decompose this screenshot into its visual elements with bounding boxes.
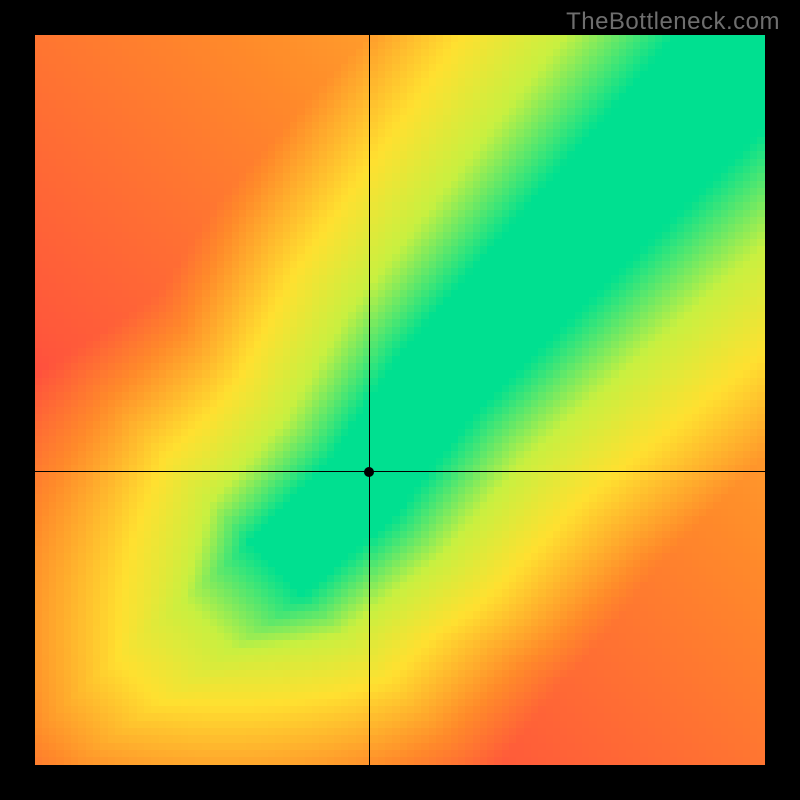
crosshair-vertical xyxy=(369,35,370,765)
data-point-marker xyxy=(364,467,374,477)
chart-container: TheBottleneck.com xyxy=(0,0,800,800)
crosshair-horizontal xyxy=(35,471,765,472)
heatmap-canvas xyxy=(35,35,765,765)
watermark-text: TheBottleneck.com xyxy=(566,8,780,36)
plot-area xyxy=(35,35,765,765)
